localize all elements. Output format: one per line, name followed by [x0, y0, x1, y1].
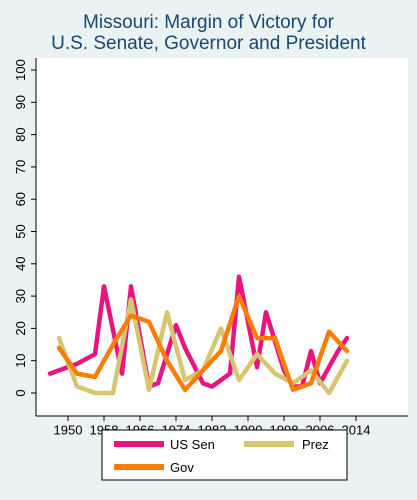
- x-tick-label: 1950: [54, 423, 83, 438]
- y-tick-label: 10: [13, 353, 28, 367]
- y-tick-label: 70: [13, 160, 28, 174]
- y-tick-label: 30: [13, 289, 28, 303]
- legend-label-prez: Prez: [302, 437, 329, 452]
- series-layer: [47, 274, 350, 396]
- chart-title-line-2: U.S. Senate, Governor and President: [51, 33, 366, 54]
- series-line-gov: [56, 293, 350, 393]
- y-tick-label: 0: [13, 389, 28, 396]
- y-tick-label: 50: [13, 224, 28, 238]
- x-tick-label: 2014: [342, 423, 371, 438]
- y-tick-label: 60: [13, 192, 28, 206]
- y-tick-label: 40: [13, 257, 28, 271]
- y-tick-label: 20: [13, 321, 28, 335]
- chart-title-line-1: Missouri: Margin of Victory for: [83, 12, 334, 33]
- y-tick-label: 90: [13, 95, 28, 109]
- y-axis-ticks: 0 10 20 30 40 50 60 70 80 90 100: [13, 59, 36, 397]
- legend-box: [101, 429, 348, 481]
- legend-label-gov: Gov: [170, 460, 194, 475]
- plot-area: [36, 58, 408, 416]
- legend-label-us-sen: US Sen: [170, 437, 215, 452]
- y-tick-label: 80: [13, 127, 28, 141]
- chart-title: Missouri: Margin of Victory for U.S. Sen…: [0, 12, 417, 54]
- legend: US Sen Prez Gov: [101, 429, 348, 481]
- y-tick-label: 100: [13, 59, 28, 81]
